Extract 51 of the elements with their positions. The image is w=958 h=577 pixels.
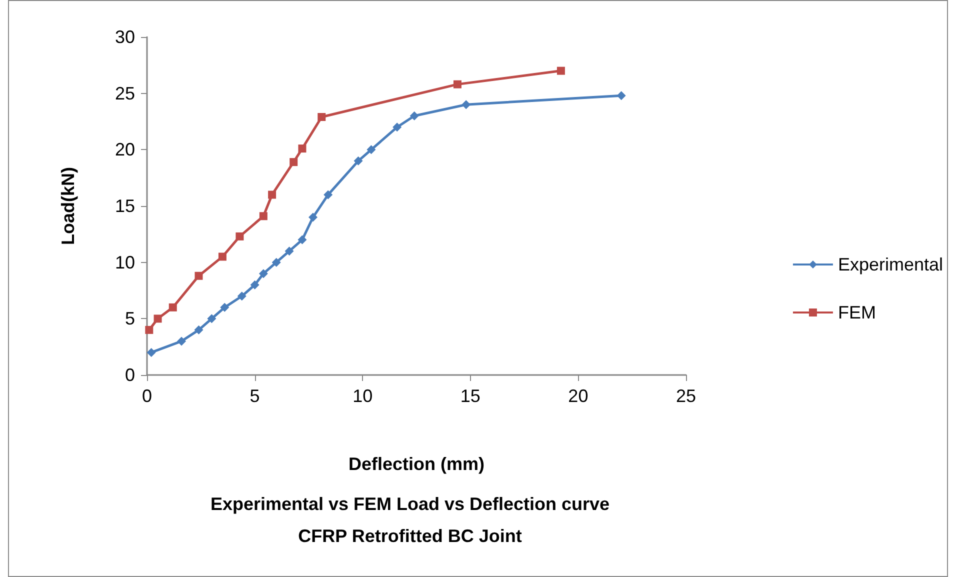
point bbox=[308, 212, 318, 222]
point bbox=[258, 269, 268, 278]
point bbox=[298, 144, 306, 153]
y-tick-label: 5 bbox=[124, 308, 135, 329]
point bbox=[236, 232, 244, 240]
point bbox=[220, 302, 230, 312]
point bbox=[453, 80, 462, 88]
point bbox=[616, 91, 626, 100]
point bbox=[462, 100, 471, 110]
point bbox=[366, 145, 376, 154]
point bbox=[410, 111, 419, 120]
point bbox=[154, 314, 162, 323]
point bbox=[284, 246, 294, 256]
point bbox=[146, 348, 156, 357]
y-tick-label: 20 bbox=[114, 140, 135, 160]
x-tick-label: 20 bbox=[568, 386, 588, 406]
point bbox=[324, 190, 333, 200]
point bbox=[168, 303, 177, 312]
y-tick-label: 25 bbox=[114, 83, 135, 104]
x-tick-label: 25 bbox=[676, 386, 696, 406]
point bbox=[259, 212, 268, 220]
y-tick-label: 10 bbox=[114, 252, 135, 272]
text: CFRP Retrofitted BC Joint bbox=[298, 526, 522, 546]
y-axis-title: Load(kN) bbox=[58, 167, 78, 245]
point bbox=[318, 112, 326, 121]
point bbox=[298, 235, 307, 244]
point bbox=[272, 258, 281, 267]
point bbox=[145, 326, 154, 334]
x-tick-label: 10 bbox=[352, 386, 373, 406]
legend-label: Experimental bbox=[838, 254, 943, 274]
point bbox=[268, 190, 276, 199]
point bbox=[194, 325, 204, 334]
point bbox=[250, 280, 260, 290]
x-tick-label: 15 bbox=[460, 386, 480, 406]
y-tick-label: 15 bbox=[114, 196, 135, 216]
point bbox=[290, 158, 298, 166]
point bbox=[207, 314, 216, 324]
x-tick-label: 0 bbox=[142, 386, 152, 406]
y-tick-label: 30 bbox=[114, 27, 135, 47]
x-axis-title: Deflection (mm) bbox=[348, 454, 485, 474]
point bbox=[194, 272, 203, 280]
legend-label: FEM bbox=[838, 302, 876, 322]
y-tick-label: 0 bbox=[124, 365, 135, 385]
point bbox=[218, 252, 226, 261]
point bbox=[392, 122, 402, 132]
point bbox=[354, 156, 363, 166]
point bbox=[176, 336, 186, 346]
point bbox=[237, 292, 246, 301]
x-tick-label: 5 bbox=[250, 386, 260, 406]
point bbox=[556, 66, 565, 75]
text: Experimental vs FEM Load vs Deflection curve bbox=[210, 494, 610, 514]
